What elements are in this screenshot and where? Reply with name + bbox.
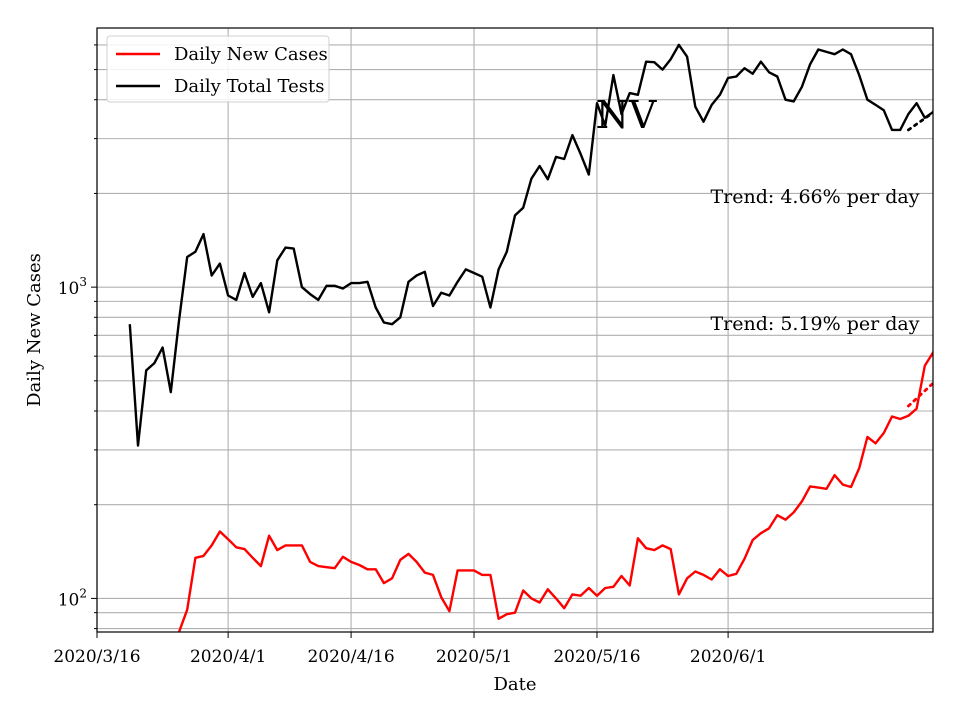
legend-label-tests: Daily Total Tests [174, 76, 324, 97]
plot-frame [96, 27, 934, 633]
series-line-cases [177, 349, 933, 632]
y-axis-title: Daily New Cases [24, 253, 45, 407]
trend-label-tests: Trend: 4.66% per day [711, 186, 920, 208]
trend-line-tests [907, 110, 933, 132]
y-tick-label: 102 [58, 586, 87, 610]
trend-layer [907, 110, 933, 408]
panel-label: NV [596, 93, 657, 137]
x-tick-label: 2020/5/1 [436, 647, 512, 667]
x-tick-label: 2020/4/1 [190, 647, 266, 667]
series-layer [128, 43, 933, 632]
trend-line-cases [907, 381, 933, 408]
series-line-tests [128, 43, 933, 447]
y-tick-label: 103 [58, 275, 87, 299]
legend-label-cases: Daily New Cases [174, 44, 328, 65]
legend-box [106, 35, 330, 103]
x-axis-title: Date [493, 674, 536, 695]
x-tick-label: 2020/3/16 [53, 647, 140, 667]
trend-label-cases: Trend: 5.19% per day [711, 313, 920, 335]
ticks: 2020/3/16 2020/4/1 2020/4/16 2020/5/1 2020/5… [53, 44, 766, 667]
legend: Daily New Cases Daily Total Tests [106, 35, 330, 103]
x-tick-label: 2020/4/16 [307, 647, 394, 667]
x-tick-label: 2020/6/1 [690, 647, 766, 667]
x-tick-label: 2020/5/16 [553, 647, 640, 667]
